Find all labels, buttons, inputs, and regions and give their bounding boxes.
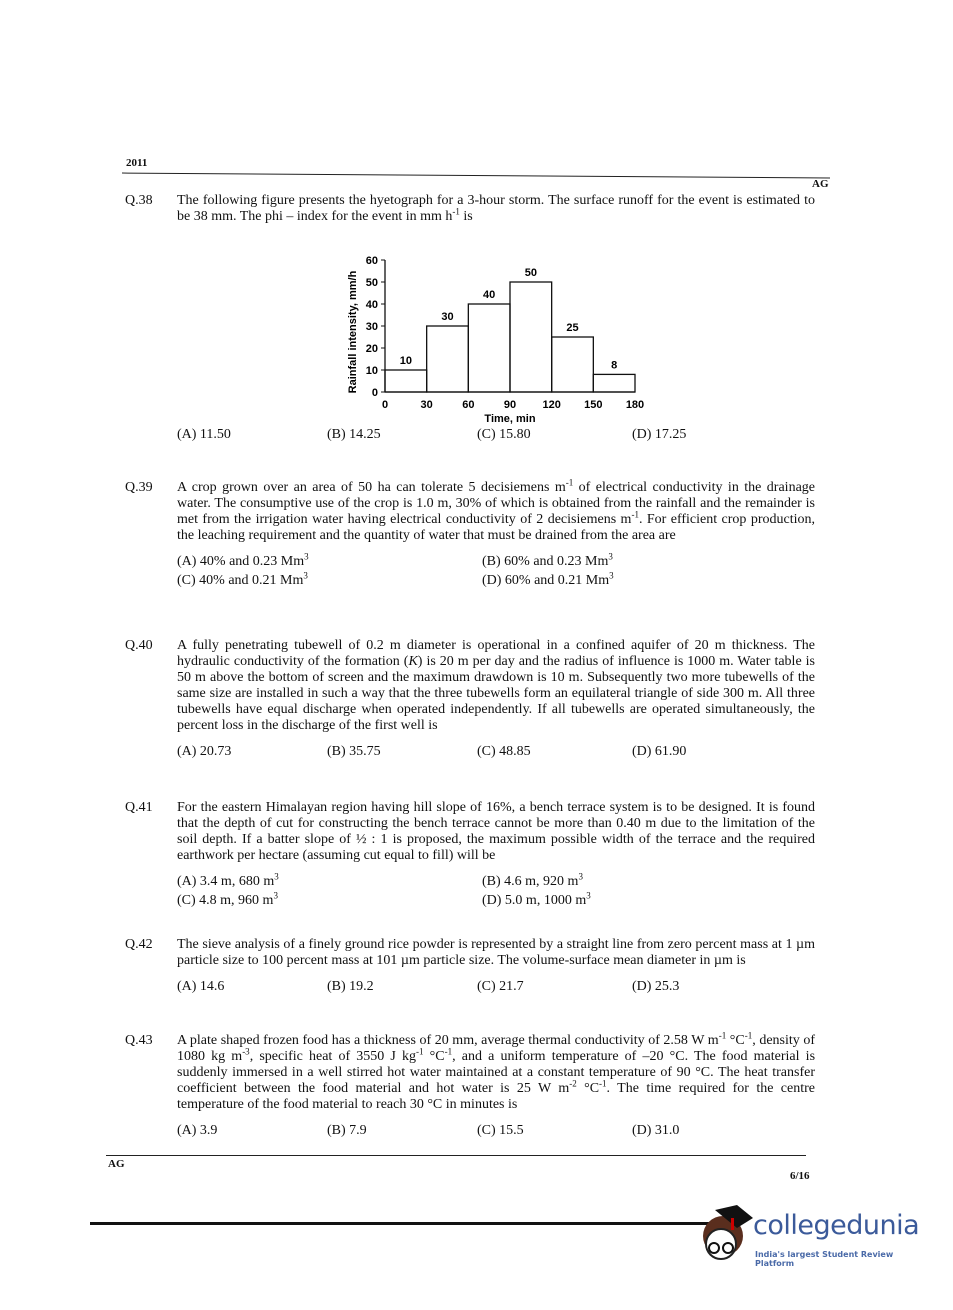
watermark-brand: collegedunia: [753, 1210, 920, 1241]
mascot-icon: [703, 1205, 753, 1260]
header-year: 2011: [126, 157, 148, 169]
option: (A) 11.50: [177, 427, 231, 442]
option: (B) 4.6 m, 920 m3: [482, 871, 583, 889]
question-q43: Q.43 A plate shaped frozen food has a th…: [125, 1030, 816, 1143]
option: (A) 3.4 m, 680 m3: [177, 871, 279, 889]
question-q41: Q.41 For the eastern Himalayan region ha…: [125, 800, 815, 909]
bar-label: 10: [400, 355, 412, 367]
option: (D) 5.0 m, 1000 m3: [482, 890, 591, 908]
x-tick-label: 30: [421, 399, 433, 411]
option: (B) 19.2: [327, 979, 374, 994]
y-tick-label: 20: [366, 343, 378, 355]
option: (C) 21.7: [477, 979, 524, 994]
x-tick-label: 150: [584, 399, 602, 411]
question-number: Q.42: [125, 937, 153, 952]
option: (B) 35.75: [327, 744, 381, 759]
collegedunia-logo: collegedunia India's largest Student Rev…: [697, 1200, 927, 1275]
question-q39: Q.39 A crop grown over an area of 50 ha …: [125, 477, 815, 589]
question-number: Q.41: [125, 800, 153, 815]
bar: [551, 336, 594, 393]
bar: [509, 281, 553, 393]
bar: [592, 373, 636, 393]
question-text: A fully penetrating tubewell of 0.2 m di…: [177, 638, 815, 733]
option: (D) 60% and 0.21 Mm3: [482, 570, 614, 588]
bar-label: 8: [611, 359, 617, 371]
footer-rule: [106, 1155, 806, 1156]
question-q42: Q.42 The sieve analysis of a finely grou…: [125, 937, 815, 999]
x-tick-label: 90: [504, 399, 516, 411]
option: (D) 17.25: [632, 427, 687, 442]
bar-label: 40: [483, 289, 495, 301]
y-tick-label: 0: [372, 387, 378, 399]
option: (C) 15.5: [477, 1123, 524, 1138]
option: (B) 60% and 0.23 Mm3: [482, 551, 613, 569]
question-number: Q.39: [125, 480, 153, 495]
option: (D) 31.0: [632, 1123, 680, 1138]
watermark-rule: [90, 1222, 710, 1225]
x-tick-label: 180: [626, 399, 644, 411]
y-tick-label: 30: [366, 321, 378, 333]
option: (C) 40% and 0.21 Mm3: [177, 570, 308, 588]
option: (B) 14.25: [327, 427, 381, 442]
option: (C) 4.8 m, 960 m3: [177, 890, 278, 908]
bar: [384, 369, 428, 393]
y-tick-label: 40: [366, 299, 378, 311]
option: (C) 15.80: [477, 427, 531, 442]
question-text: A crop grown over an area of 50 ha can t…: [177, 477, 815, 543]
option: (C) 48.85: [477, 744, 531, 759]
question-text: A plate shaped frozen food has a thickne…: [177, 1030, 816, 1112]
header-paper-code: AG: [812, 178, 829, 190]
question-q38: Q.38 The following figure presents the h…: [125, 193, 815, 447]
footer-paper-code: AG: [108, 1158, 125, 1170]
bar-label: 50: [525, 267, 537, 279]
option: (B) 7.9: [327, 1123, 367, 1138]
option: (A) 14.6: [177, 979, 225, 994]
footer-page-number: 6/16: [790, 1170, 810, 1182]
option: (D) 61.90: [632, 744, 687, 759]
question-number: Q.40: [125, 638, 153, 653]
question-text: The following figure presents the hyetog…: [177, 193, 815, 224]
question-q40: Q.40 A fully penetrating tubewell of 0.2…: [125, 638, 815, 764]
y-tick-label: 50: [366, 277, 378, 289]
x-tick-label: 120: [542, 399, 560, 411]
header-rule: [122, 172, 830, 179]
bar-label: 30: [441, 311, 453, 323]
option: (A) 3.9: [177, 1123, 218, 1138]
bar: [467, 303, 511, 393]
option: (D) 25.3: [632, 979, 680, 994]
hyetograph-chart: 0 10 20 30 40 50 60 0 30 60 90 120 150 180 10 30 40 50 25 8…: [347, 255, 644, 425]
question-text: The sieve analysis of a finely ground ri…: [177, 937, 815, 968]
bar: [426, 325, 469, 393]
question-text: For the eastern Himalayan region having …: [177, 800, 815, 863]
bar-label: 25: [566, 322, 578, 334]
question-number: Q.38: [125, 193, 153, 208]
question-number: Q.43: [125, 1033, 153, 1048]
option: (A) 40% and 0.23 Mm3: [177, 551, 309, 569]
x-tick-label: 0: [382, 399, 388, 411]
y-tick-label: 60: [366, 255, 378, 267]
x-axis-label: Time, min: [484, 413, 535, 425]
y-axis-label: Rainfall intensity, mm/h: [347, 270, 359, 393]
x-tick-label: 60: [462, 399, 474, 411]
watermark-tagline: India's largest Student Review Platform: [755, 1250, 894, 1268]
y-tick-label: 10: [366, 365, 378, 377]
option: (A) 20.73: [177, 744, 232, 759]
